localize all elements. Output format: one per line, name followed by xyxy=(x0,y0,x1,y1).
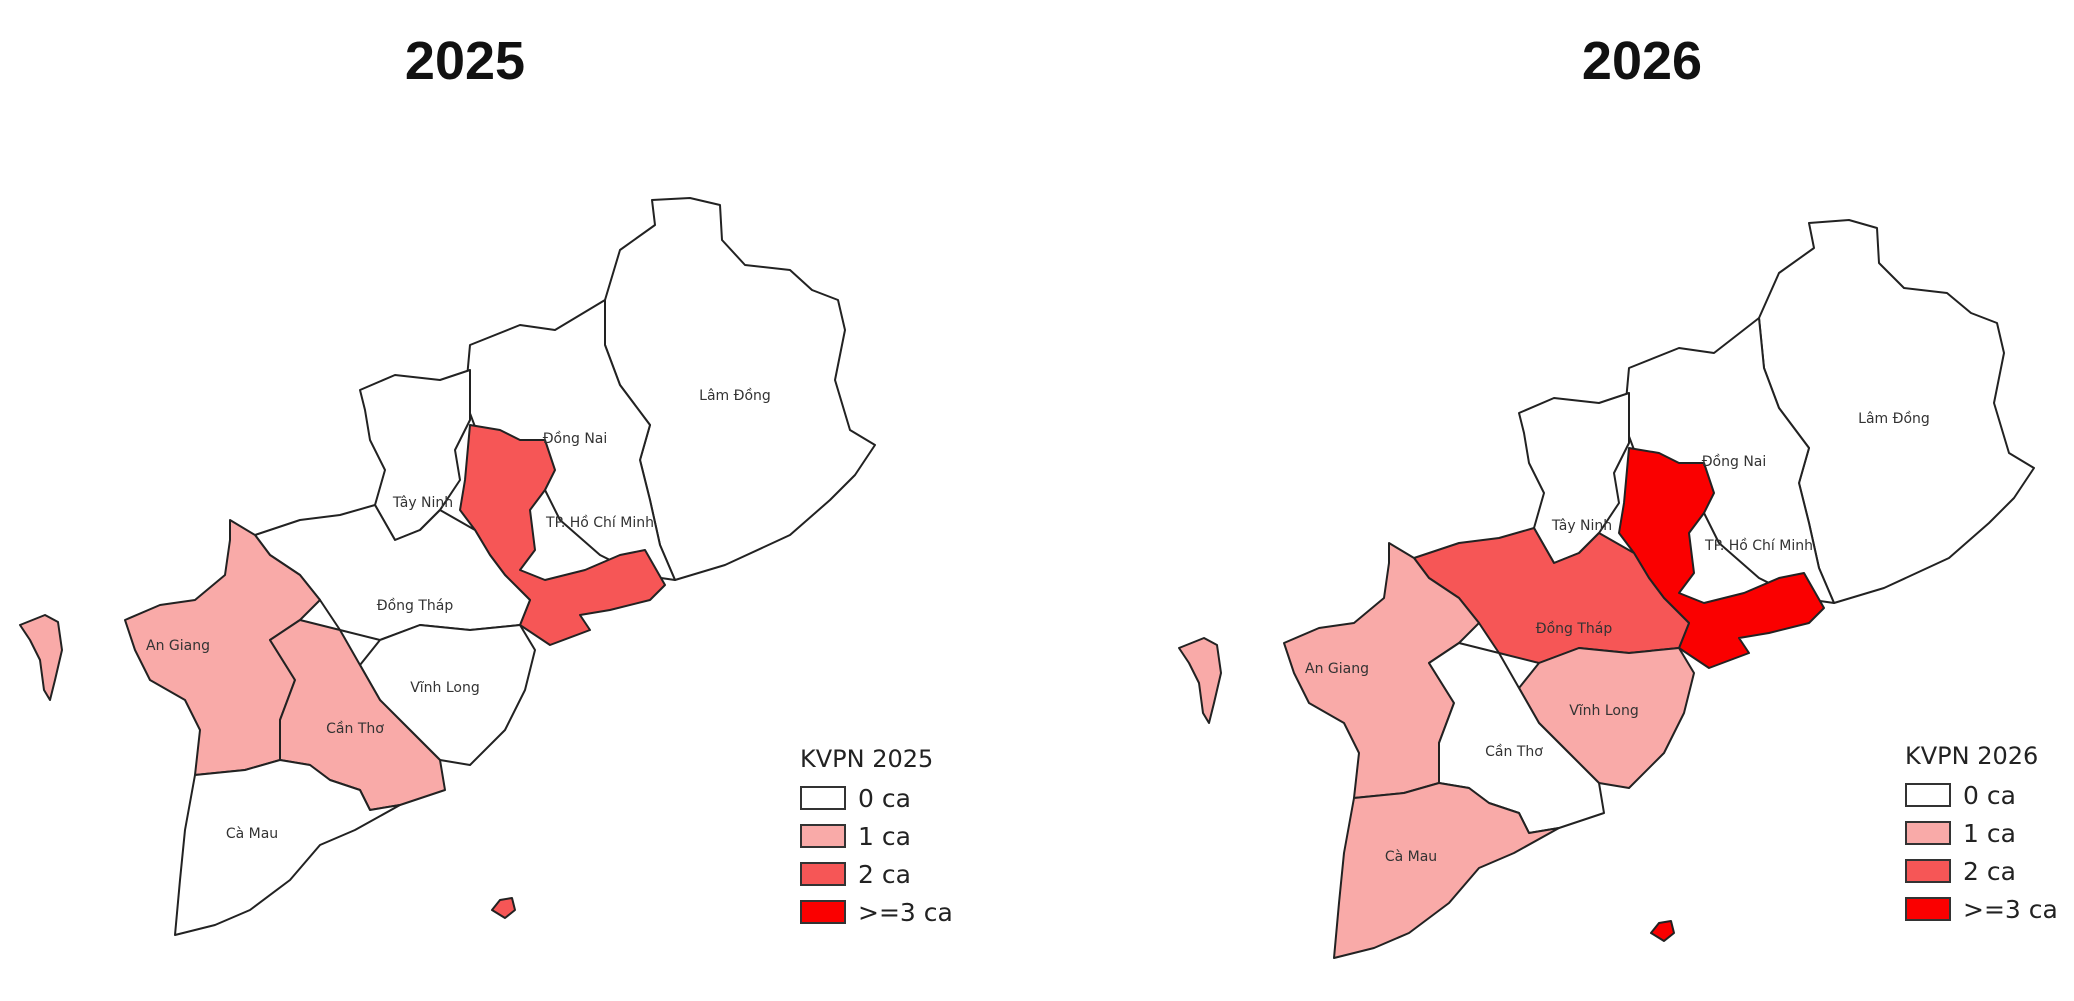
province-dong-thap xyxy=(1413,527,1690,664)
island-phu-quoc xyxy=(1178,637,1222,724)
legend-title: KVPN 2025 xyxy=(800,745,934,773)
legend-label: 1 ca xyxy=(858,821,911,851)
legend-label: 1 ca xyxy=(1963,818,2016,848)
legend-label: >=3 ca xyxy=(1963,894,2058,924)
legend-swatch xyxy=(1905,821,1951,845)
label-tp-ho-chi-minh: TP. Hồ Chí Minh xyxy=(545,514,654,531)
map-panel-2025: 2025 Lâm Đồng Đồng Nai Tây Ninh TP. Hồ C… xyxy=(19,31,953,936)
legend-swatch xyxy=(800,824,846,848)
legend-item: >=3 ca xyxy=(800,893,953,931)
legend-title: KVPN 2026 xyxy=(1905,742,2039,770)
legend-label: 2 ca xyxy=(1963,856,2016,886)
map-title-2026: 2026 xyxy=(1581,31,1703,91)
label-tp-ho-chi-minh: TP. Hồ Chí Minh xyxy=(1704,537,1813,554)
map-panel-2026: 2026 Lâm Đồng Đồng Nai Tây Ninh TP. Hồ C… xyxy=(1037,0,2074,1001)
legend-item: 1 ca xyxy=(1905,814,2058,852)
label-an-giang: An Giang xyxy=(1305,661,1369,677)
legend-swatch xyxy=(800,786,846,810)
legend-item: 2 ca xyxy=(800,855,953,893)
legend-swatch xyxy=(1905,859,1951,883)
legend-label: >=3 ca xyxy=(858,897,953,927)
label-ca-mau: Cà Mau xyxy=(1385,849,1437,865)
island-con-dao xyxy=(491,897,516,919)
legend-2025: KVPN 2025 0 ca 1 ca 2 ca >=3 ca xyxy=(800,745,953,931)
province-ca-mau xyxy=(1333,782,1560,959)
province-dong-thap xyxy=(254,504,531,641)
legend-swatch xyxy=(800,900,846,924)
label-lam-dong: Lâm Đồng xyxy=(1858,410,1930,427)
legend-item: 2 ca xyxy=(1905,852,2058,890)
island-con-dao xyxy=(1650,920,1675,942)
legend-swatch xyxy=(1905,897,1951,921)
label-vinh-long: Vĩnh Long xyxy=(1569,703,1639,719)
label-dong-thap: Đồng Tháp xyxy=(377,597,454,614)
label-vinh-long: Vĩnh Long xyxy=(410,680,480,696)
label-dong-thap: Đồng Tháp xyxy=(1536,620,1613,637)
label-tay-ninh: Tây Ninh xyxy=(1551,518,1612,534)
label-can-tho: Cần Thơ xyxy=(1485,744,1543,760)
legend-2026: KVPN 2026 0 ca 1 ca 2 ca >=3 ca xyxy=(1905,742,2058,928)
legend-item: >=3 ca xyxy=(1905,890,2058,928)
province-ca-mau xyxy=(174,759,401,936)
label-ca-mau: Cà Mau xyxy=(226,826,278,842)
legend-label: 2 ca xyxy=(858,859,911,889)
legend-swatch xyxy=(800,862,846,886)
label-dong-nai: Đồng Nai xyxy=(543,430,608,447)
label-dong-nai: Đồng Nai xyxy=(1702,453,1767,470)
label-tay-ninh: Tây Ninh xyxy=(392,495,453,511)
island-phu-quoc xyxy=(19,614,63,701)
legend-item: 0 ca xyxy=(800,779,953,817)
map-2025: Lâm Đồng Đồng Nai Tây Ninh TP. Hồ Chí Mi… xyxy=(19,197,876,936)
legend-label: 0 ca xyxy=(1963,780,2016,810)
legend-item: 0 ca xyxy=(1905,776,2058,814)
legend-label: 0 ca xyxy=(858,783,911,813)
legend-item: 1 ca xyxy=(800,817,953,855)
label-an-giang: An Giang xyxy=(146,638,210,654)
legend-swatch xyxy=(1905,783,1951,807)
map-title-2025: 2025 xyxy=(404,31,526,91)
label-lam-dong: Lâm Đồng xyxy=(699,387,771,404)
map-2026: Lâm Đồng Đồng Nai Tây Ninh TP. Hồ Chí Mi… xyxy=(1178,219,2035,959)
label-can-tho: Cần Thơ xyxy=(326,721,384,737)
